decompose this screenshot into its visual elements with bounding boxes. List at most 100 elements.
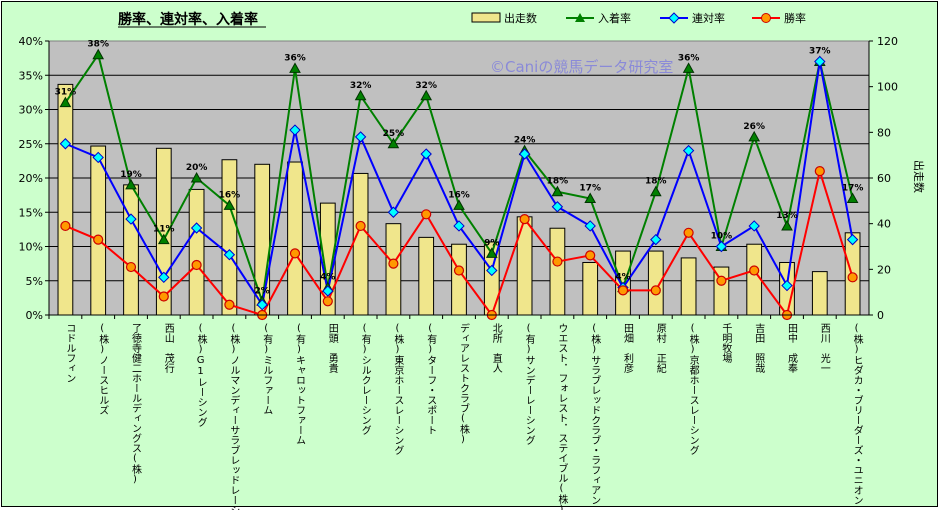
point-marker (585, 250, 596, 261)
x-tick-label: 了徳寺健二ホールディングス(株) (130, 323, 142, 485)
bar (352, 172, 369, 316)
point-marker (256, 299, 268, 311)
x-tick-label: 田頭 勇貴 (326, 323, 338, 374)
x-tick-label: 田中 成奉 (786, 323, 798, 373)
y-tick-label: 35% (19, 69, 43, 82)
point-marker (420, 148, 432, 160)
y-tick-label: 0% (26, 309, 43, 322)
x-tick-label: (有)サンデーレーシング (523, 323, 535, 445)
axes: 0% 5% 10% 15% 20% 25% 30% 35% 40% 0 20 40 60 80 100 120… (19, 35, 898, 510)
point-marker (814, 55, 826, 68)
data-label: 25% (383, 129, 405, 139)
y2-tick-label: 20 (877, 263, 891, 276)
point-marker (354, 131, 367, 143)
data-label: 13% (776, 211, 798, 221)
x-tick-label: 千明牧場 (720, 323, 732, 364)
bar (221, 159, 238, 316)
y2-tick-label: 120 (877, 35, 898, 48)
data-label: 9% (484, 238, 499, 248)
data-label: 4% (615, 273, 630, 283)
point-marker (814, 166, 825, 177)
point-marker (125, 261, 137, 273)
point-marker (519, 214, 530, 225)
x-tick-label: (株)ノースヒルズ (97, 323, 109, 415)
x-tick-label: 西川 光一 (818, 323, 830, 373)
point-marker (93, 234, 104, 245)
y2-tick-label: 40 (877, 218, 891, 231)
point-marker (715, 240, 728, 253)
legend-label: 入着率 (598, 11, 631, 25)
data-label: 16% (219, 190, 241, 200)
point-marker (421, 209, 432, 220)
data-label: 24% (514, 136, 536, 146)
point-marker (223, 249, 236, 261)
y2-tick-label: 100 (877, 81, 898, 94)
bar (549, 227, 566, 316)
point-marker (191, 259, 202, 271)
x-tick-label: (株)G1レーシング (195, 323, 207, 427)
x-tick-label: 吉田 照哉 (753, 323, 765, 373)
chart-title: 勝率、連対率、入着率 (118, 11, 258, 28)
y-tick-label: 5% (26, 275, 43, 288)
point-marker (682, 62, 695, 73)
legend-marker (575, 13, 585, 22)
bar (385, 223, 402, 316)
point-marker (748, 220, 760, 232)
point-marker (453, 220, 465, 232)
point-marker (682, 144, 695, 157)
point-marker (781, 219, 793, 231)
point-marker (683, 227, 694, 238)
x-tick-label: (有)キャロットファーム (294, 323, 306, 445)
point-marker (387, 206, 400, 218)
point-marker (453, 265, 465, 276)
legend-marker (761, 13, 771, 23)
point-marker (846, 233, 859, 246)
data-label: 37% (809, 47, 831, 57)
point-marker (190, 222, 203, 234)
point-marker (387, 137, 400, 149)
point-marker (781, 279, 793, 292)
data-label: 19% (120, 170, 142, 180)
point-marker (485, 247, 498, 258)
bar (57, 83, 74, 316)
data-label: 26% (743, 122, 765, 132)
x-tick-label: (株)ノルマンディーサラブレッドレーシング (228, 323, 240, 510)
point-marker (158, 271, 170, 284)
x-tick-label: (株)サラブレッドクラブ・ラフィアン (589, 323, 601, 505)
point-marker (650, 285, 661, 296)
y-tick-label: 25% (19, 138, 43, 151)
y-tick-label: 20% (19, 172, 43, 185)
data-label: 17% (842, 184, 864, 194)
watermark: ©Caniの競馬データ研究室 (490, 58, 673, 76)
point-marker (59, 138, 72, 150)
x-tick-label: 北所 直人 (490, 323, 502, 373)
data-label: 36% (678, 53, 700, 63)
point-marker (354, 89, 367, 101)
x-tick-label: 西山 茂行 (162, 323, 174, 374)
point-marker (60, 220, 71, 232)
bar (188, 188, 205, 316)
point-marker (190, 171, 203, 183)
point-marker (846, 192, 859, 204)
point-marker (158, 291, 169, 302)
bar (418, 236, 435, 316)
legend-label: 出走数 (504, 11, 537, 25)
bar (811, 271, 828, 316)
bar (746, 243, 763, 316)
point-marker (584, 192, 597, 204)
point-marker (289, 248, 301, 259)
data-label: 31% (55, 88, 77, 98)
bar (680, 257, 697, 316)
point-marker (749, 265, 760, 276)
point-marker (518, 148, 531, 160)
bar (451, 243, 467, 316)
bar (582, 261, 599, 316)
y2-tick-label: 0 (877, 309, 884, 322)
data-label: 10% (711, 232, 733, 242)
point-marker (649, 185, 662, 197)
x-tick-label: ウエスト．フォレスト．ステイブル(株) (556, 323, 568, 510)
x-tick-label: (有)シルクレーシング (359, 323, 371, 435)
bar (90, 145, 107, 316)
point-marker (355, 220, 366, 232)
data-label: 2% (255, 286, 270, 296)
